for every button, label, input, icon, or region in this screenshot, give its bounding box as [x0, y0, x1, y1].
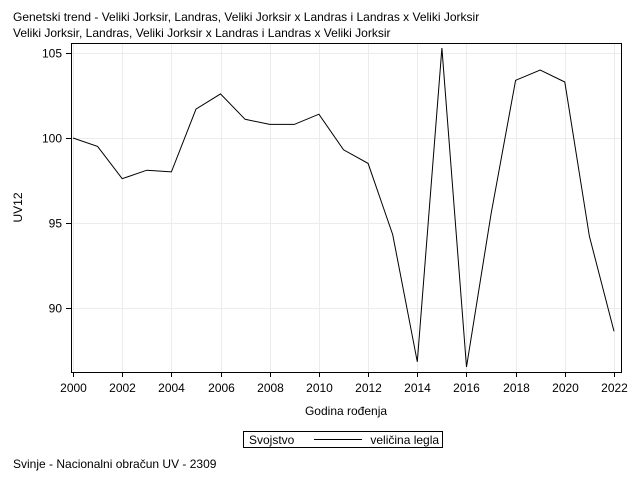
y-tick-label: 95: [49, 217, 63, 231]
x-tick-label: 2006: [208, 381, 235, 395]
x-tick-label: 2018: [503, 381, 530, 395]
legend-series-name: veličina legla: [370, 432, 440, 447]
series-line: [72, 48, 615, 367]
x-tick-label: 2016: [453, 381, 480, 395]
chart-title-line-2: Veliki Jorksir, Landras, Veliki Jorksir …: [13, 26, 391, 40]
x-tick-label: 2010: [306, 381, 333, 395]
x-tick-label: 2012: [355, 381, 382, 395]
y-axis-label: UV12: [11, 192, 25, 222]
x-tick-label: 2002: [109, 381, 136, 395]
grid-lines: [71, 43, 621, 372]
x-tick-label: 2004: [158, 381, 185, 395]
plot-frame: [71, 43, 622, 373]
y-tick-label: 105: [42, 47, 62, 61]
x-tick-label: 2022: [601, 381, 628, 395]
x-tick-label: 2014: [404, 381, 431, 395]
y-tick-label: 90: [49, 302, 63, 316]
x-tick-label: 2020: [552, 381, 579, 395]
x-tick-label: 2008: [257, 381, 284, 395]
axes: 2000 2002 2004 2006 2008 2010 2012 2014 2016 2018…: [42, 47, 628, 396]
legend-title: Svojstvo: [249, 432, 295, 447]
legend-line-swatch: [314, 439, 363, 440]
x-axis-label: Godina rođenja: [305, 404, 387, 418]
legend: Svojstvo veličina legla: [243, 431, 443, 448]
series-layer: [72, 48, 615, 367]
footer-note: Svinje - Nacionalni obračun UV - 2309: [13, 457, 217, 471]
chart-title-line-1: Genetski trend - Veliki Jorksir, Landras…: [13, 10, 480, 24]
x-tick-label: 2000: [60, 381, 87, 395]
y-tick-label: 100: [42, 132, 62, 146]
